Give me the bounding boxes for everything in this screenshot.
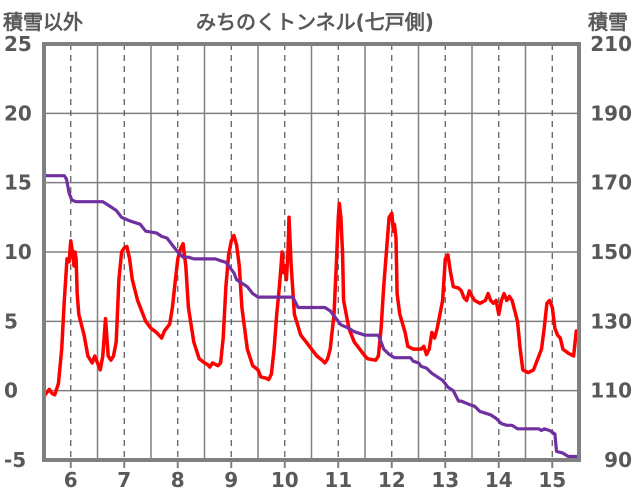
y-left-tick-label: 20 bbox=[4, 101, 32, 125]
y-left-tick-label: 0 bbox=[4, 379, 18, 403]
x-tick-label: 8 bbox=[171, 468, 185, 492]
y-right-tick-label: 110 bbox=[590, 379, 632, 403]
tick-labels: -5 0 5 10 15 20 25 90 110 130 150 170 190 210 6 7 8 9 10 11… bbox=[4, 32, 632, 492]
x-tick-label: 13 bbox=[431, 468, 459, 492]
x-tick-label: 10 bbox=[271, 468, 299, 492]
plot-frame bbox=[42, 42, 581, 462]
y-right-tick-label: 90 bbox=[604, 448, 632, 472]
grid bbox=[44, 43, 579, 468]
x-tick-label: 14 bbox=[485, 468, 513, 492]
y-left-tick-label: 25 bbox=[4, 32, 32, 56]
x-tick-label: 12 bbox=[378, 468, 406, 492]
y-left-tick-label: 15 bbox=[4, 171, 32, 195]
x-tick-label: 6 bbox=[64, 468, 78, 492]
y-right-tick-label: 130 bbox=[590, 309, 632, 333]
y-left-tick-label: -5 bbox=[4, 448, 26, 472]
y-left-label: 積雪以外 bbox=[3, 10, 83, 34]
y-right-tick-label: 150 bbox=[590, 240, 632, 264]
y-right-label: 積雪 bbox=[588, 10, 628, 34]
x-tick-label: 15 bbox=[538, 468, 566, 492]
series-group bbox=[42, 174, 579, 459]
chart-title: みちのくトンネル(七戸側) bbox=[196, 10, 434, 34]
series-line-1 bbox=[42, 201, 579, 398]
y-right-tick-label: 210 bbox=[590, 32, 632, 56]
x-tick-label: 7 bbox=[117, 468, 131, 492]
y-left-tick-label: 10 bbox=[4, 240, 32, 264]
x-tick-label: 9 bbox=[224, 468, 238, 492]
series-line-2 bbox=[42, 174, 578, 459]
y-left-tick-label: 5 bbox=[4, 309, 18, 333]
x-tick-label: 11 bbox=[324, 468, 352, 492]
y-right-tick-label: 170 bbox=[590, 171, 632, 195]
y-right-tick-label: 190 bbox=[590, 101, 632, 125]
